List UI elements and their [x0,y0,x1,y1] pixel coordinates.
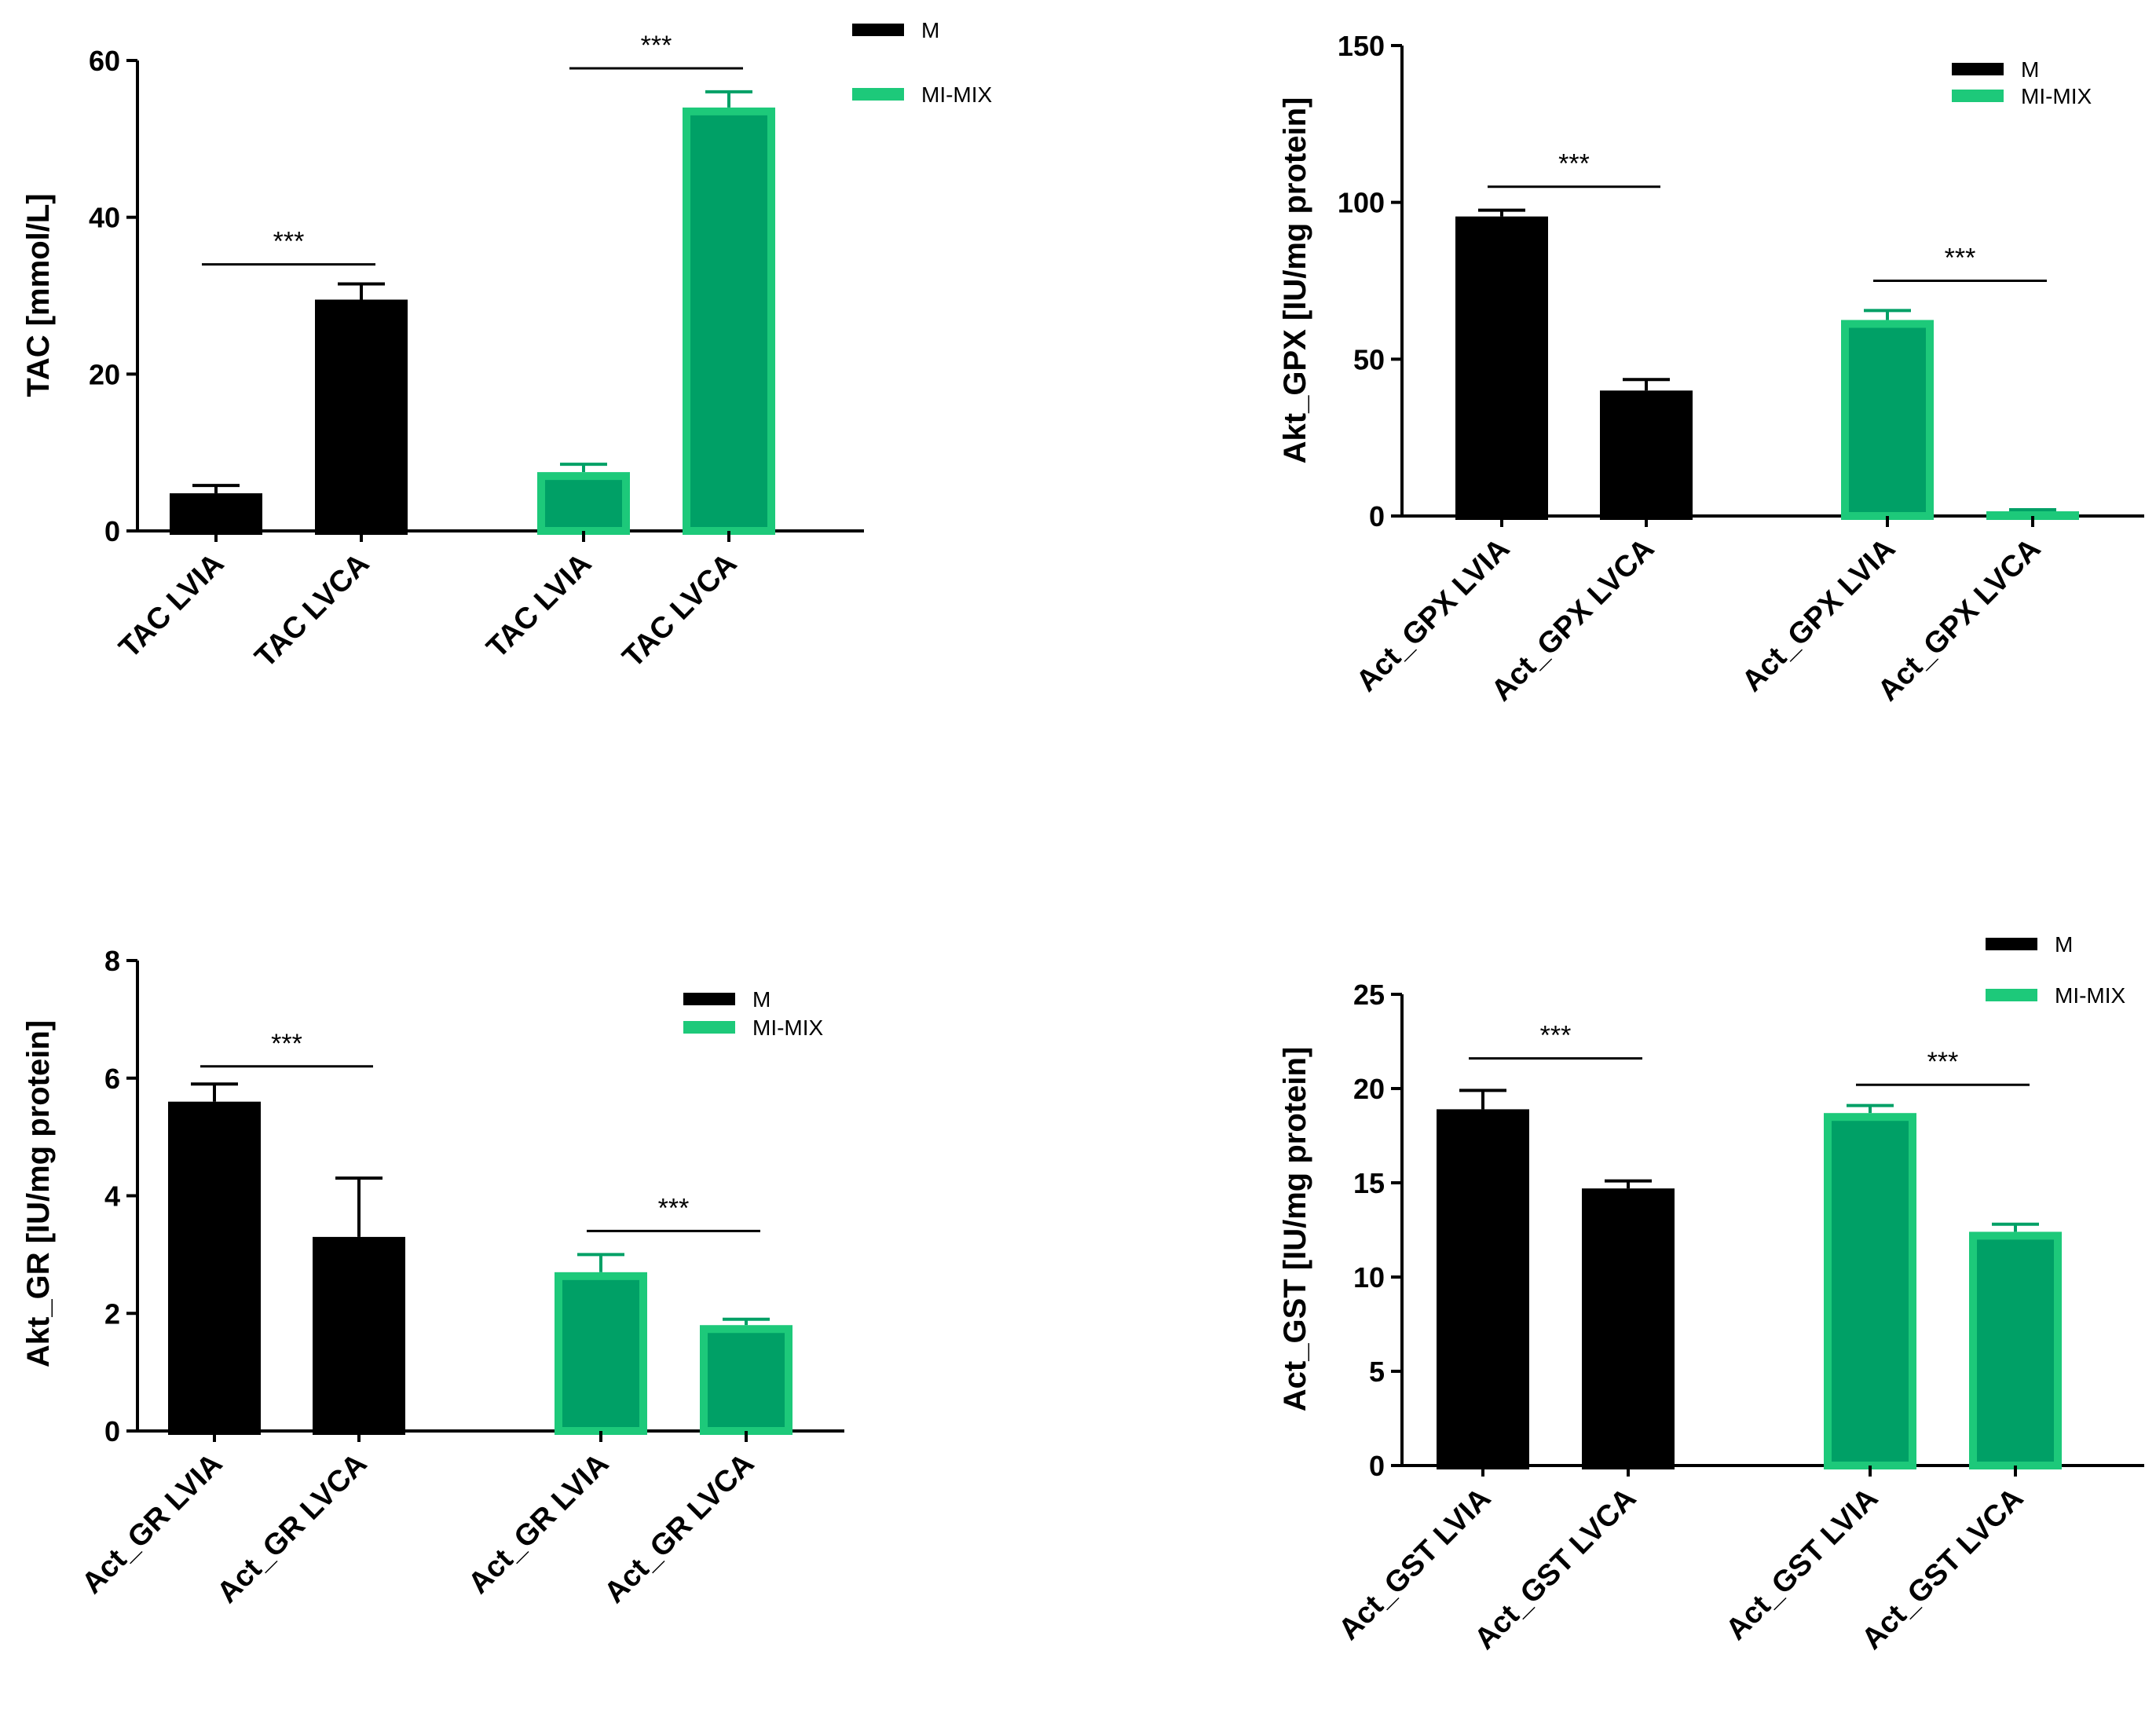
y-tick-label: 0 [1369,500,1385,532]
y-tick-label: 0 [104,1415,120,1447]
bar-mi-mix-lvia [1841,320,1934,520]
legend-label-mi-mix: MI-MIX [921,82,993,107]
legend-swatch-mi-mix [852,88,904,101]
y-tick-label: 150 [1338,30,1385,62]
y-tick-label: 6 [104,1063,120,1095]
y-axis-title: Akt_GR [IU/mg protein] [21,1020,56,1367]
significance-label: *** [273,227,305,257]
y-axis-title: TAC [mmol/L] [21,193,56,397]
x-category-label: Act_GR LVIA [462,1447,615,1601]
y-axis-title: Akt_GPX [IU/mg protein] [1278,97,1312,464]
legend-swatch-m [852,24,904,36]
bar-mi-mix-lvia [555,1272,647,1436]
x-category-label: Act_GST LVCA [1469,1482,1643,1656]
bar-m-lvia [1437,1109,1529,1470]
x-category-label: Act_GR LVIA [75,1447,229,1601]
y-tick-label: 100 [1338,187,1385,219]
bar-m-lvca [1600,390,1693,520]
y-tick-label: 8 [104,945,120,977]
bar-m-lvca [1582,1188,1675,1469]
bar-m-lvia [168,1101,261,1435]
legend-label-m: M [921,18,939,42]
legend-swatch-m [683,993,735,1005]
x-category-label: Act_GST LVCA [1856,1482,2030,1656]
x-category-label: Act_GR LVCA [211,1447,374,1610]
y-tick-label: 50 [1353,343,1385,375]
y-tick-label: 15 [1353,1167,1385,1199]
x-category-label: Act_GR LVCA [598,1447,761,1610]
x-category-label: TAC LVIA [113,547,231,665]
legend-label-mi-mix: MI-MIX [752,1016,824,1040]
y-tick-label: 0 [1369,1450,1385,1482]
y-tick-label: 10 [1353,1261,1385,1294]
bar-mi-mix-lvca [1969,1231,2062,1470]
y-axis-title: Act_GST [IU/mg protein] [1278,1047,1312,1411]
bar-m-lvca [313,1236,405,1435]
bar-mi-mix-lvca [700,1325,792,1435]
bar-m-lvia [1455,216,1548,520]
x-category-label: Act_GPX LVIA [1736,532,1902,698]
significance-label: *** [1927,1047,1959,1077]
legend-swatch-m [1986,938,2037,950]
legend-label-m: M [2021,57,2039,82]
bar-m-lvia [170,493,262,536]
legend-swatch-mi-mix [1952,90,2004,102]
y-tick-label: 60 [89,45,120,77]
bar-mi-mix-lvca [1986,511,2079,521]
x-category-label: Act_GST LVIA [1333,1482,1498,1647]
legend-label-mi-mix: MI-MIX [2021,84,2092,108]
y-tick-label: 5 [1369,1356,1385,1388]
y-tick-label: 40 [89,202,120,234]
bar-mi-mix-lvia [1824,1113,1916,1469]
significance-label: *** [271,1029,302,1059]
y-tick-label: 0 [104,515,120,547]
y-tick-label: 20 [1353,1073,1385,1105]
x-category-label: Act_GST LVIA [1720,1482,1885,1647]
legend-label-m: M [752,987,771,1012]
legend-swatch-mi-mix [1986,989,2037,1001]
significance-label: *** [658,1193,690,1223]
y-tick-label: 4 [104,1180,120,1213]
legend-label-m: M [2055,932,2073,957]
x-category-label: TAC LVIA [481,547,598,665]
y-tick-label: 20 [89,358,120,390]
y-tick-label: 25 [1353,979,1385,1011]
chart-panel-2: 0 50 100 150 Akt_GPX [IU/mg protein] Act_GPX … [1278,30,2144,708]
bar-mi-mix-lvca [683,107,775,535]
y-tick-label: 2 [104,1297,120,1330]
legend-swatch-mi-mix [683,1021,735,1034]
bar-m-lvca [315,299,408,535]
legend-swatch-m [1952,63,2004,75]
x-category-label: TAC LVCA [617,547,744,675]
x-category-label: Act_GPX LVIA [1350,532,1516,698]
significance-label: *** [1540,1021,1572,1051]
legend-label-mi-mix: MI-MIX [2055,983,2126,1008]
significance-label: *** [1558,149,1590,179]
significance-label: *** [641,31,672,60]
chart-panel-4: 0 5 10 15 20 25 Act_GST [IU/mg protein] Act_GST… [1278,932,2144,1656]
x-category-label: TAC LVCA [249,547,376,675]
bar-mi-mix-lvia [537,472,630,535]
significance-label: *** [1945,243,1976,273]
